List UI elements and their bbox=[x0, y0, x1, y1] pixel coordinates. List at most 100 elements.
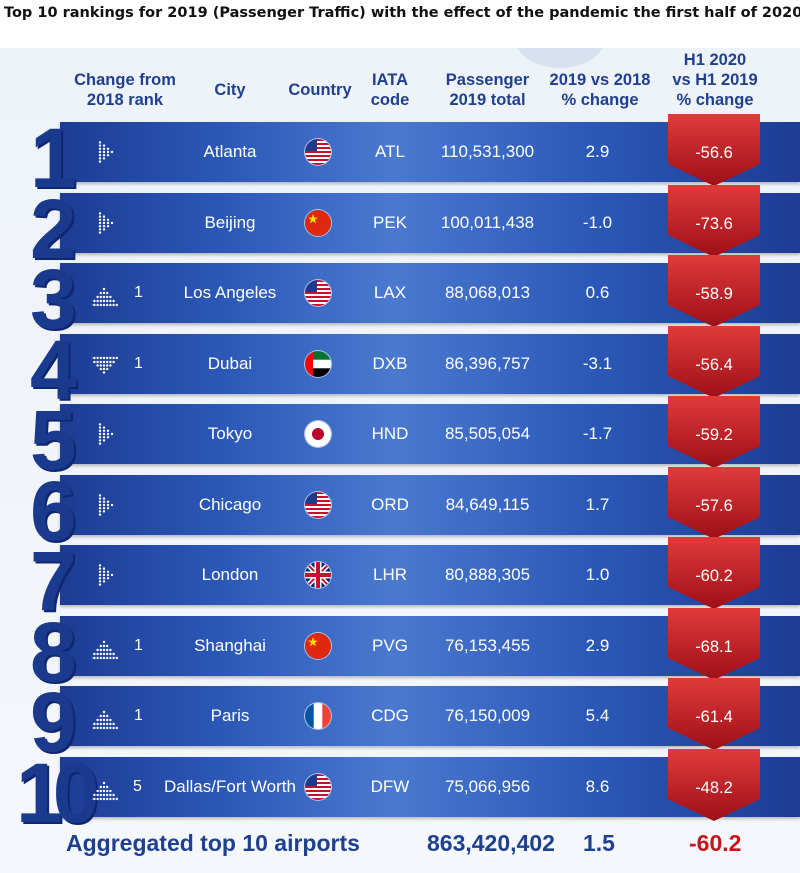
header-passengers-line2: 2019 total bbox=[449, 91, 526, 109]
header-yoy: 2019 vs 2018 % change bbox=[540, 70, 660, 110]
rank-number: 2 bbox=[30, 181, 77, 276]
table-row: 6 Chicago ORD 84,649,115 1.7 -57.6 bbox=[0, 466, 800, 553]
rank-change: 1 bbox=[134, 354, 143, 372]
table-row: 5 Tokyo HND 85,505,054 -1.7 -59.2 bbox=[0, 396, 800, 482]
table-header: Change from 2018 rank City Country IATA … bbox=[0, 48, 800, 116]
yoy-change: 2.9 bbox=[585, 635, 610, 655]
table-row: 4 1 Dubai DXB 86,396,757 -3.1 -56.4 bbox=[0, 325, 800, 412]
header-h1-line1: H1 2020 bbox=[683, 51, 747, 69]
passenger-total: 88,068,013 bbox=[444, 283, 531, 302]
down-arrow-icon bbox=[668, 325, 760, 398]
down-arrow-icon bbox=[668, 396, 760, 468]
rank-up-icon bbox=[90, 775, 118, 800]
iata-code: PVG bbox=[372, 635, 408, 655]
rank-number: 4 bbox=[30, 322, 77, 417]
aggregate-passengers: 863,420,402 bbox=[427, 830, 555, 856]
passenger-total: 85,505,054 bbox=[444, 424, 531, 443]
city-name: Paris bbox=[210, 706, 250, 725]
h1-change: -73.6 bbox=[695, 214, 733, 233]
h1-change: -48.2 bbox=[695, 778, 733, 797]
aggregate-label: Aggregated top 10 airports bbox=[66, 830, 360, 856]
table-row: 10 5 Dallas/Fort Worth DFW 75,066,956 8.… bbox=[0, 748, 800, 835]
rank-number: 3 bbox=[30, 252, 77, 346]
header-country: Country bbox=[288, 81, 352, 99]
rank-number: 8 bbox=[30, 604, 77, 699]
down-arrow-icon bbox=[668, 678, 760, 750]
down-arrow-icon bbox=[668, 184, 760, 257]
h1-change: -68.1 bbox=[695, 637, 733, 656]
france-flag-icon bbox=[305, 703, 331, 729]
rank-same-icon bbox=[96, 563, 120, 587]
down-arrow-icon bbox=[668, 607, 760, 680]
header-h1: H1 2020 vs H1 2019 % change bbox=[655, 50, 775, 110]
iata-code: CDG bbox=[371, 706, 409, 725]
iata-code: DXB bbox=[372, 353, 408, 373]
city-name: Dubai bbox=[207, 353, 253, 373]
h1-change: -56.6 bbox=[695, 144, 733, 162]
city-name: Beijing bbox=[204, 212, 256, 232]
china-flag-icon bbox=[305, 209, 331, 236]
rank-change: 1 bbox=[134, 284, 143, 301]
rank-number: 10 bbox=[16, 745, 99, 840]
passenger-total: 100,011,438 bbox=[440, 212, 535, 232]
yoy-change: 5.4 bbox=[585, 706, 610, 725]
rank-same-icon bbox=[96, 422, 120, 446]
header-yoy-line2: % change bbox=[561, 91, 639, 109]
aggregate-yoy: 1.5 bbox=[583, 830, 615, 856]
iata-code: LAX bbox=[373, 283, 407, 302]
city-name: Tokyo bbox=[207, 424, 253, 443]
city-name: London bbox=[201, 565, 259, 584]
h1-change: -56.4 bbox=[695, 355, 733, 374]
h1-change: -61.4 bbox=[695, 708, 733, 726]
passenger-total: 76,153,455 bbox=[444, 635, 531, 655]
city-name: Chicago bbox=[198, 494, 262, 514]
iata-code: ATL bbox=[375, 142, 405, 161]
us-flag-icon bbox=[305, 491, 331, 518]
rank-number: 6 bbox=[30, 463, 77, 558]
passenger-total: 110,531,300 bbox=[440, 142, 535, 161]
yoy-change: -1.7 bbox=[582, 424, 613, 443]
header-city: City bbox=[214, 81, 246, 99]
table-row: 3 1 Los Angeles LAX 88,068,013 0.6 -58.9 bbox=[0, 255, 800, 341]
page-title: Top 10 rankings for 2019 (Passenger Traf… bbox=[4, 5, 800, 21]
header-iata-line1: IATA bbox=[371, 71, 409, 89]
city-name: Los Angeles bbox=[183, 283, 277, 302]
rank-number: 9 bbox=[30, 675, 77, 769]
passenger-total: 86,396,757 bbox=[444, 353, 531, 373]
yoy-change: 2.9 bbox=[585, 142, 610, 161]
down-arrow-icon bbox=[668, 466, 760, 539]
iata-code: ORD bbox=[371, 494, 409, 514]
table-row: 1 Atlanta ATL 110,531,300 2.9 -56.6 bbox=[0, 114, 800, 200]
yoy-change: 0.6 bbox=[585, 283, 610, 302]
passenger-total: 84,649,115 bbox=[445, 494, 530, 514]
yoy-change: 1.7 bbox=[585, 494, 610, 514]
rank-same-icon bbox=[96, 140, 120, 164]
yoy-change: -3.1 bbox=[582, 353, 613, 373]
h1-change: -59.2 bbox=[695, 426, 733, 444]
passenger-total: 80,888,305 bbox=[444, 565, 531, 584]
iata-code: HND bbox=[371, 424, 409, 443]
down-arrow-icon bbox=[668, 114, 760, 186]
rankings-infographic: Change from 2018 rank City Country IATA … bbox=[0, 48, 800, 873]
header-h1-line2: vs H1 2019 bbox=[672, 71, 758, 89]
rank-up-icon bbox=[90, 704, 118, 730]
aggregate-row: Aggregated top 10 airports 863,420,402 1… bbox=[0, 818, 800, 873]
table-row: 8 1 Shanghai PVG 76,153,455 2.9 -68.1 bbox=[0, 607, 800, 694]
us-flag-icon bbox=[305, 280, 331, 306]
rank-change: 1 bbox=[134, 707, 143, 724]
rank-number: 1 bbox=[30, 111, 77, 205]
city-name: Shanghai bbox=[194, 635, 266, 655]
h1-change: -57.6 bbox=[695, 496, 733, 515]
header-yoy-line1: 2019 vs 2018 bbox=[549, 71, 651, 89]
uk-flag-icon bbox=[305, 562, 331, 588]
header-change-line1: Change from bbox=[74, 71, 176, 89]
rank-change: 1 bbox=[134, 636, 143, 654]
table-row: 7 London LHR 80,888,305 1.0 -60.2 bbox=[0, 537, 800, 623]
header-change-line2: 2018 rank bbox=[86, 91, 164, 109]
down-arrow-icon bbox=[668, 748, 760, 821]
rank-up-icon bbox=[90, 281, 118, 307]
passenger-total: 75,066,956 bbox=[444, 776, 531, 796]
city-name: Atlanta bbox=[203, 142, 257, 161]
japan-flag-icon bbox=[305, 421, 331, 447]
yoy-change: -1.0 bbox=[582, 212, 613, 232]
